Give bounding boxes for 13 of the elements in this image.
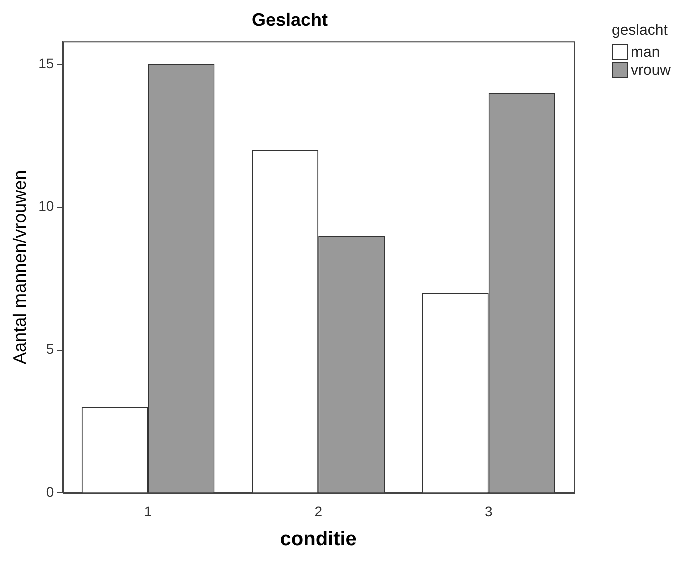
y-tick-label: 10 bbox=[38, 198, 54, 214]
legend-label: man bbox=[631, 44, 660, 60]
chart-title: Geslacht bbox=[252, 10, 328, 30]
x-tick-label: 3 bbox=[484, 503, 493, 520]
y-tick-label: 5 bbox=[46, 341, 54, 358]
y-tick-label: 0 bbox=[46, 484, 54, 500]
x-axis-title: conditie bbox=[280, 528, 357, 551]
legend-title: geslacht bbox=[612, 22, 669, 39]
y-tick-label: 15 bbox=[38, 55, 54, 72]
x-tick-label: 2 bbox=[314, 503, 323, 520]
legend-label: vrouw bbox=[631, 62, 672, 78]
x-tick-label: 1 bbox=[144, 503, 152, 520]
y-axis-title: Aantal mannen/vrouwen bbox=[10, 170, 30, 364]
